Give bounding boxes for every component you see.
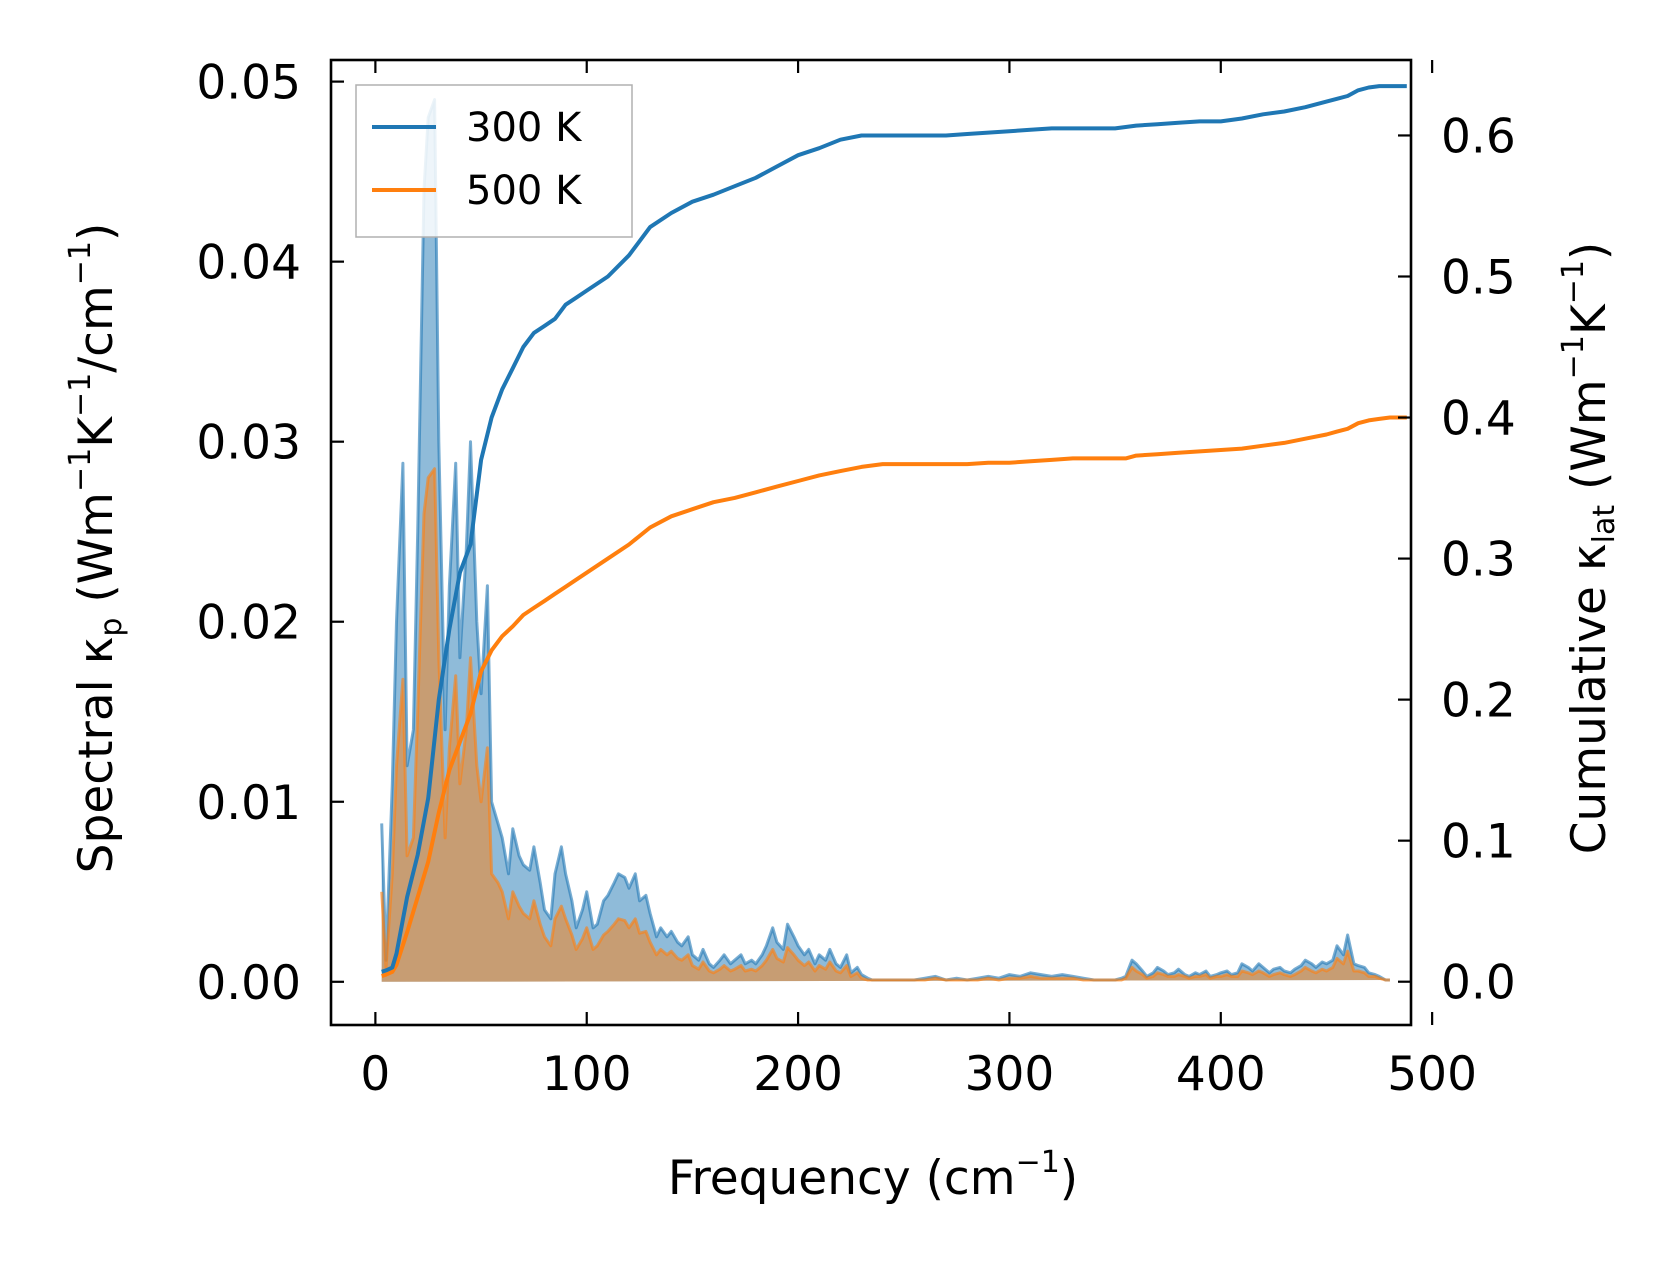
right-y-tick-label: 0.1 (1441, 815, 1516, 870)
legend-label-500k: 500 K (466, 168, 583, 214)
left-y-tick-label: 0.02 (196, 596, 301, 651)
spectral-500k-area (381, 468, 1390, 982)
x-tick-label: 400 (1176, 1047, 1266, 1102)
axes-frame (329, 58, 1413, 1027)
right-y-tick-label: 0.6 (1441, 109, 1516, 164)
x-tick-label: 100 (542, 1047, 632, 1102)
spectral-500k-line (380, 467, 1390, 982)
left-y-tick-label: 0.05 (196, 56, 301, 111)
x-tick-label: 500 (1387, 1047, 1477, 1102)
cumulative-300k-line (381, 84, 1407, 974)
x-tick-label: 0 (360, 1047, 390, 1102)
plot-area (380, 84, 1407, 982)
spectral-300k-line (380, 98, 1390, 982)
right-y-tick-label: 0.0 (1441, 956, 1516, 1011)
legend-box (355, 84, 633, 238)
left-y-tick-label: 0.00 (196, 956, 301, 1011)
right-y-axis-title: Cumulative κlat (Wm−1K−1) (1556, 242, 1622, 855)
left-y-axis-ticks: 0.00 0.01 0.02 0.03 0.04 0.05 (196, 56, 344, 1011)
spectral-500k-fill-group (380, 467, 1390, 982)
cumulative-lines-group (381, 84, 1407, 978)
legend-label-300k: 300 K (466, 105, 583, 151)
x-axis-ticks: 0 100 200 300 400 500 (360, 60, 1477, 1102)
x-axis-title: Frequency (cm−1) (668, 1145, 1078, 1206)
right-y-tick-label: 0.3 (1441, 533, 1516, 588)
right-y-tick-label: 0.4 (1441, 392, 1516, 447)
right-y-tick-label: 0.2 (1441, 674, 1516, 729)
left-y-tick-label: 0.01 (196, 776, 301, 831)
left-y-tick-label: 0.04 (196, 236, 301, 291)
x-tick-label: 200 (753, 1047, 843, 1102)
right-y-tick-label: 0.5 (1441, 250, 1516, 305)
left-y-tick-label: 0.03 (196, 416, 301, 471)
legend: 300 K 500 K (355, 84, 633, 238)
right-y-axis-ticks: 0.0 0.1 0.2 0.3 0.4 0.5 0.6 (1398, 109, 1516, 1011)
left-y-axis-title: Spectral κp (Wm−1K−1/cm−1) (63, 223, 129, 874)
cumulative-500k-line (381, 415, 1407, 978)
x-tick-label: 300 (965, 1047, 1055, 1102)
